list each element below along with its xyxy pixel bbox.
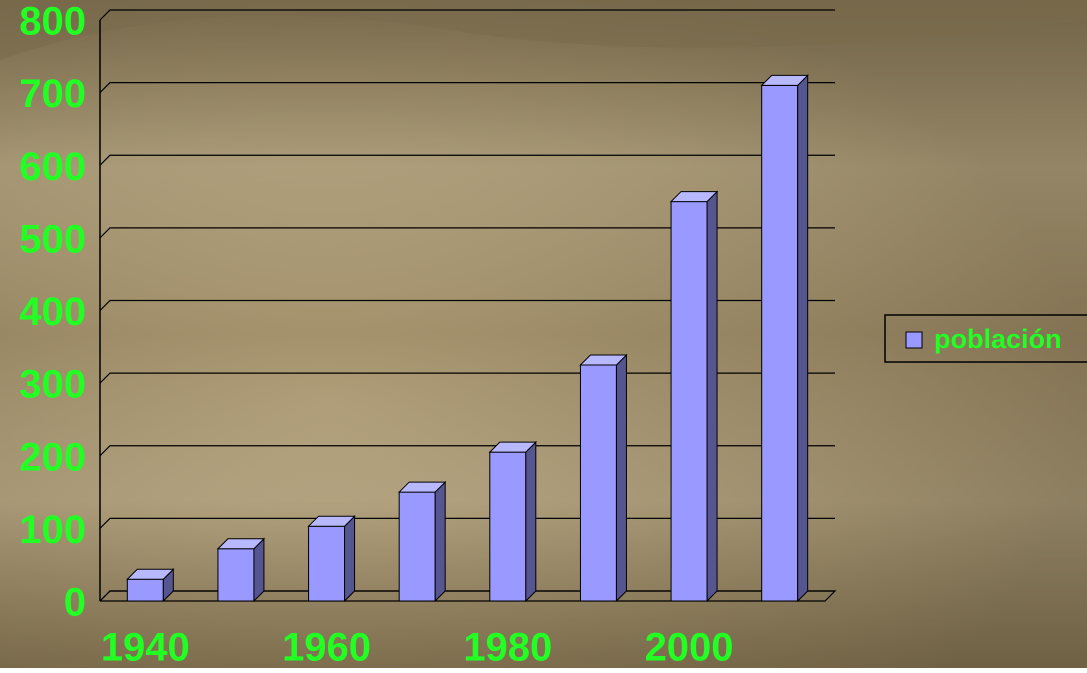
legend-label: población xyxy=(934,324,1062,354)
bar-top xyxy=(307,515,356,527)
bar xyxy=(761,84,799,602)
x-tick-label: 1980 xyxy=(463,626,552,668)
grid-line xyxy=(99,227,835,239)
bar-side xyxy=(253,537,265,603)
bar-top xyxy=(579,354,628,366)
x-tick-label: 2000 xyxy=(645,626,734,668)
x-tick-label: 1960 xyxy=(282,626,371,668)
grid-line xyxy=(99,9,835,21)
bar-side xyxy=(706,190,718,603)
y-tick-label: 0 xyxy=(64,581,86,625)
y-tick-label: 100 xyxy=(19,508,86,552)
bar-top xyxy=(126,568,175,580)
bar-side xyxy=(797,74,809,603)
y-tick-label: 200 xyxy=(19,435,86,479)
bar-side xyxy=(434,480,446,603)
y-tick-label: 700 xyxy=(19,72,86,116)
bar xyxy=(398,491,436,602)
bar xyxy=(579,364,617,602)
bar-top xyxy=(669,191,719,203)
y-tick-label: 500 xyxy=(19,217,86,261)
grid-line xyxy=(99,154,835,166)
mountains xyxy=(0,0,1087,60)
bar xyxy=(126,578,164,602)
y-tick-label: 400 xyxy=(19,290,86,334)
bar-top xyxy=(488,441,538,453)
y-tick-label: 800 xyxy=(19,0,86,44)
bar-side xyxy=(615,353,627,603)
grid-line xyxy=(99,299,835,311)
grid-line xyxy=(99,82,835,94)
y-tick-label: 300 xyxy=(19,363,86,407)
y-tick-label: 600 xyxy=(19,145,86,189)
bar-side xyxy=(525,440,537,603)
bar xyxy=(489,451,527,602)
bar-top xyxy=(216,538,266,550)
bar-top xyxy=(760,74,809,86)
bar xyxy=(308,525,346,602)
legend-frame xyxy=(884,314,1087,363)
bar-side xyxy=(344,514,356,603)
legend-swatch xyxy=(905,331,923,349)
bar xyxy=(217,548,255,602)
legend: población xyxy=(884,314,1087,363)
x-tick-label: 1940 xyxy=(101,626,190,668)
bar xyxy=(670,201,708,602)
bar-top xyxy=(397,481,447,493)
